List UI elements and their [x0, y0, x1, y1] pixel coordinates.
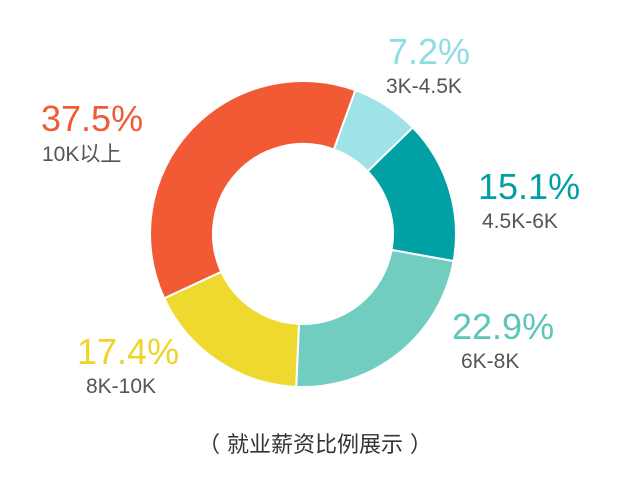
donut-slices [149, 80, 457, 388]
category-label-4-5k-6k: 4.5K-6K [482, 210, 558, 233]
value-label-8k-10k: 17.4% [77, 331, 179, 372]
value-label-4-5k-6k: 15.1% [478, 166, 580, 207]
value-label-6k-8k: 22.9% [452, 306, 554, 347]
donut-slice-6k-8k [295, 248, 455, 388]
value-label-10k-plus: 37.5% [41, 98, 143, 139]
category-label-8k-10k: 8K-10K [86, 375, 156, 398]
category-label-6k-8k: 6K-8K [461, 350, 519, 373]
category-label-10k-plus: 10K以上 [42, 143, 121, 166]
donut-slice-10k- [149, 80, 357, 300]
chart-caption: （ 就业薪资比例展示 ） [198, 433, 432, 458]
value-label-3k-4-5k: 7.2% [388, 31, 470, 72]
category-label-3k-4-5k: 3K-4.5K [386, 75, 462, 98]
